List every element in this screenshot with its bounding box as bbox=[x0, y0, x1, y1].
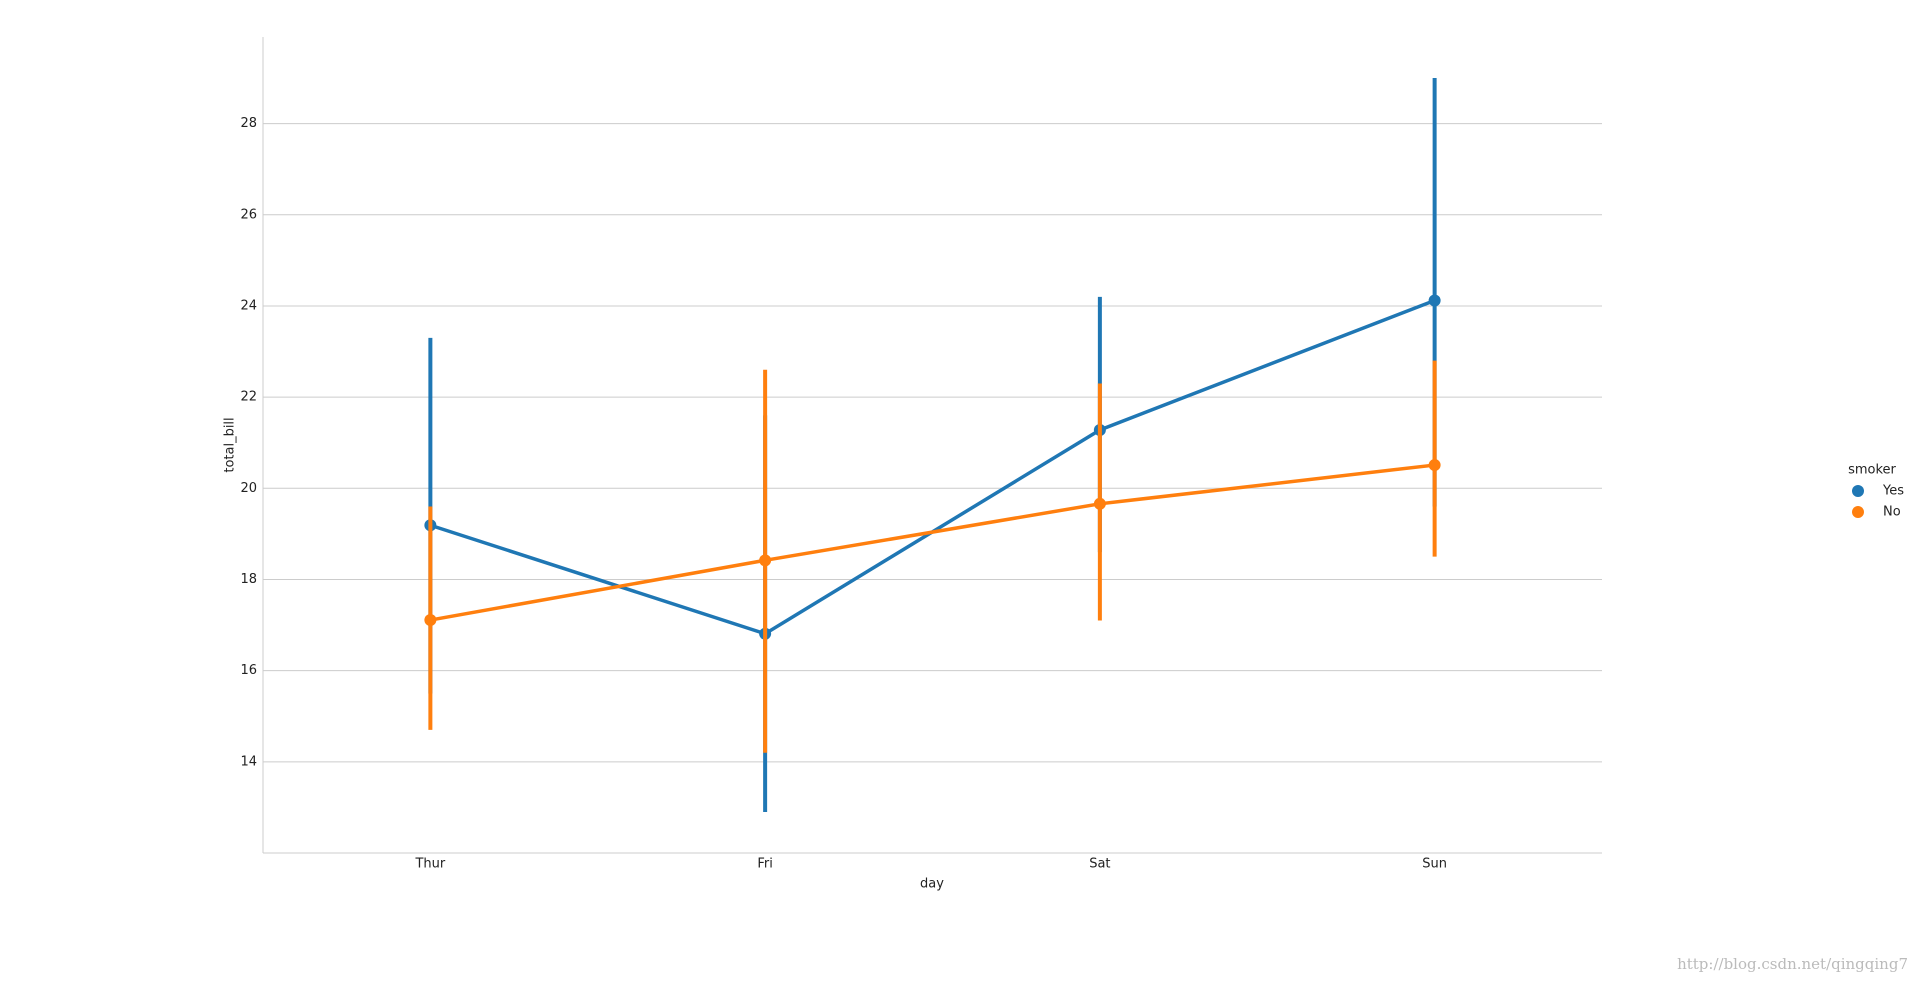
series-line bbox=[430, 463, 1435, 622]
y-tick-label: 28 bbox=[240, 116, 257, 131]
watermark: http://blog.csdn.net/qingqing7 bbox=[1677, 955, 1908, 973]
y-axis-label: total_bill bbox=[223, 417, 238, 472]
legend-label: Yes bbox=[1882, 484, 1904, 499]
y-tick-label: 26 bbox=[240, 207, 257, 222]
y-tick-label: 16 bbox=[240, 663, 257, 678]
x-tick-label: Fri bbox=[757, 857, 773, 872]
y-tick-label: 14 bbox=[240, 754, 257, 769]
point bbox=[1428, 294, 1441, 307]
point bbox=[1428, 459, 1441, 472]
point bbox=[759, 554, 772, 567]
legend-marker bbox=[1852, 485, 1864, 497]
x-axis-label: day bbox=[920, 877, 944, 892]
y-tick-label: 20 bbox=[240, 481, 257, 496]
x-tick-label: Sat bbox=[1089, 857, 1110, 872]
legend-label: No bbox=[1883, 505, 1901, 520]
legend-title: smoker bbox=[1848, 463, 1896, 478]
point bbox=[1093, 497, 1106, 510]
y-tick-label: 18 bbox=[240, 572, 257, 587]
series-line bbox=[429, 298, 1436, 636]
point bbox=[424, 614, 437, 627]
y-tick-label: 24 bbox=[240, 298, 257, 313]
legend-marker bbox=[1852, 506, 1864, 518]
y-tick-label: 22 bbox=[240, 390, 257, 405]
x-tick-label: Sun bbox=[1422, 857, 1447, 872]
x-tick-label: Thur bbox=[414, 857, 445, 872]
